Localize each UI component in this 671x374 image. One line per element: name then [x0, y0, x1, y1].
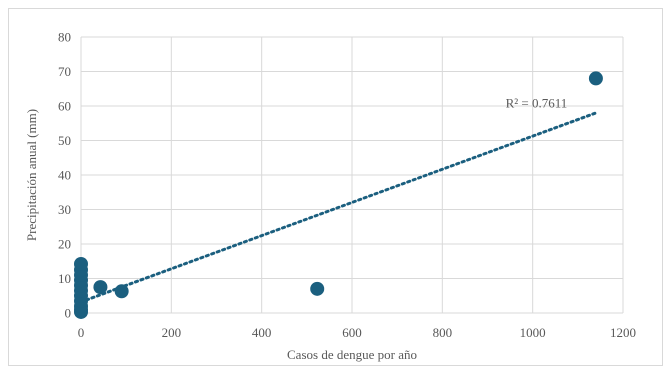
y-tick-label: 10: [58, 271, 71, 286]
y-tick-label: 80: [58, 30, 71, 45]
trendline-layer: [81, 113, 596, 302]
x-tick-label: 400: [252, 325, 272, 340]
data-point: [589, 71, 603, 85]
data-point: [74, 257, 88, 271]
x-tick-label: 200: [162, 325, 182, 340]
data-point: [93, 280, 107, 294]
x-tick-label: 1200: [610, 325, 636, 340]
y-tick-label: 0: [65, 306, 72, 321]
data-point: [115, 284, 129, 298]
y-tick-label: 40: [58, 168, 71, 183]
y-tick-label: 70: [58, 64, 71, 79]
y-tick-label: 30: [58, 202, 71, 217]
data-point: [310, 282, 324, 296]
r-squared-label: R² = 0.7611: [506, 96, 568, 111]
x-axis-title: Casos de dengue por año: [287, 347, 417, 362]
x-tick-label: 800: [433, 325, 453, 340]
chart-area: 0 10 20 30 40 50 60 70 80 0 200 400 600 800 1000 1200 …: [8, 8, 663, 366]
x-tick-label: 0: [78, 325, 85, 340]
y-tick-label: 20: [58, 237, 71, 252]
x-axis-ticks: 0 200 400 600 800 1000 1200: [78, 325, 636, 340]
y-tick-label: 50: [58, 133, 71, 148]
x-tick-label: 600: [342, 325, 362, 340]
trendline: [81, 113, 596, 302]
y-axis-title: Precipitación anual (mm): [24, 109, 39, 241]
y-axis-ticks: 0 10 20 30 40 50 60 70 80: [58, 30, 71, 321]
y-tick-label: 60: [58, 99, 71, 114]
x-tick-label: 1000: [520, 325, 546, 340]
